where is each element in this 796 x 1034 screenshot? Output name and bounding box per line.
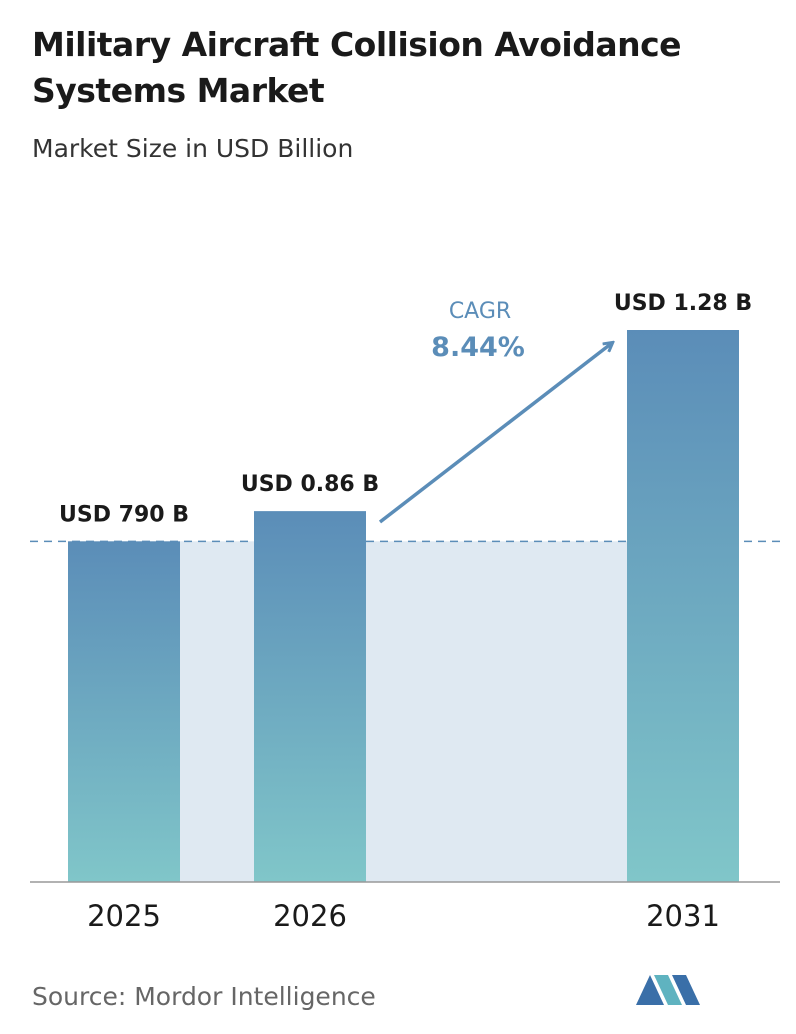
x-tick-label: 2031 [646, 899, 720, 933]
cagr-arrow [378, 343, 612, 524]
cagr-label: CAGR [449, 299, 511, 324]
reference-area [180, 541, 627, 882]
source: Source: Mordor Intelligence [32, 982, 376, 1011]
cagr-value: 8.44% [431, 332, 525, 363]
x-tick-label: 2025 [87, 899, 161, 933]
bar [68, 541, 180, 882]
chart-subtitle: Market Size in USD Billion [32, 134, 354, 163]
value-label: USD 0.86 B [241, 472, 379, 497]
bar [627, 330, 739, 882]
bar [254, 511, 366, 882]
x-tick-label: 2026 [273, 899, 347, 933]
value-label: USD 1.28 B [614, 291, 752, 316]
chart-title: Military Aircraft Collision Avoidance Sy… [32, 25, 682, 110]
logo [636, 975, 700, 1005]
value-label: USD 790 B [59, 502, 189, 527]
